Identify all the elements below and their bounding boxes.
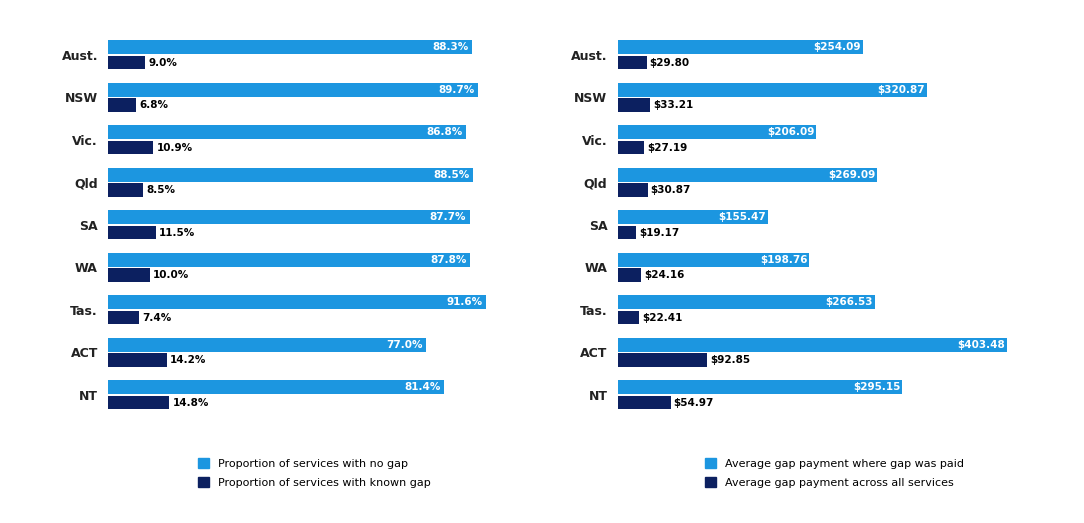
Bar [618,226,636,240]
Bar [618,338,1007,351]
Text: $403.48: $403.48 [957,340,1005,350]
Text: 14.2%: 14.2% [170,355,207,365]
Bar [108,268,150,282]
Text: 9.0%: 9.0% [149,58,178,67]
Bar [108,98,137,112]
Bar [108,396,169,410]
Bar [108,40,473,54]
Bar [618,268,641,282]
Bar [108,126,466,139]
Text: $22.41: $22.41 [643,313,683,323]
Text: $33.21: $33.21 [653,100,693,110]
Text: $155.47: $155.47 [718,212,765,222]
Text: 77.0%: 77.0% [386,340,423,350]
Text: $269.09: $269.09 [828,170,875,180]
Text: 14.8%: 14.8% [172,397,209,407]
Bar [108,311,139,324]
Text: 87.7%: 87.7% [430,212,466,222]
Bar [108,353,167,367]
Text: $266.53: $266.53 [825,297,873,307]
Text: $27.19: $27.19 [647,143,687,153]
Bar [108,380,443,394]
Text: $54.97: $54.97 [674,397,714,407]
Text: $29.80: $29.80 [649,58,689,67]
Text: 81.4%: 81.4% [404,382,440,392]
Text: $295.15: $295.15 [853,382,901,392]
Bar [618,98,650,112]
Text: 88.5%: 88.5% [434,170,469,180]
Bar [108,183,143,197]
Bar [618,210,767,224]
Bar [108,226,156,240]
Bar [618,83,927,97]
Legend: Proportion of services with no gap, Proportion of services with known gap: Proportion of services with no gap, Prop… [194,453,435,493]
Text: 88.3%: 88.3% [433,42,468,52]
Bar [108,338,426,351]
Bar [618,141,644,154]
Bar [108,56,145,70]
Text: 89.7%: 89.7% [438,85,475,95]
Bar [618,380,902,394]
Text: 10.0%: 10.0% [153,270,189,280]
Bar [618,183,647,197]
Bar [618,126,816,139]
Text: 11.5%: 11.5% [159,228,195,237]
Text: 10.9%: 10.9% [156,143,193,153]
Bar [108,168,473,181]
Text: 87.8%: 87.8% [430,255,467,265]
Text: $320.87: $320.87 [878,85,925,95]
Legend: Average gap payment where gap was paid, Average gap payment across all services: Average gap payment where gap was paid, … [700,453,969,493]
Text: 91.6%: 91.6% [447,297,482,307]
Bar [618,353,708,367]
Bar [618,253,810,267]
Text: $206.09: $206.09 [767,127,814,137]
Text: $24.16: $24.16 [644,270,684,280]
Bar [618,40,863,54]
Bar [618,311,640,324]
Text: $19.17: $19.17 [640,228,680,237]
Bar [108,295,486,309]
Bar [108,141,153,154]
Text: $198.76: $198.76 [760,255,808,265]
Text: 7.4%: 7.4% [142,313,171,323]
Text: 8.5%: 8.5% [146,185,176,195]
Text: $30.87: $30.87 [650,185,691,195]
Bar [618,56,646,70]
Text: $254.09: $254.09 [813,42,861,52]
Text: $92.85: $92.85 [710,355,750,365]
Text: 6.8%: 6.8% [140,100,169,110]
Bar [108,253,470,267]
Text: 86.8%: 86.8% [426,127,463,137]
Bar [618,168,877,181]
Bar [108,83,478,97]
Bar [108,210,469,224]
Bar [618,295,875,309]
Bar [618,396,671,410]
